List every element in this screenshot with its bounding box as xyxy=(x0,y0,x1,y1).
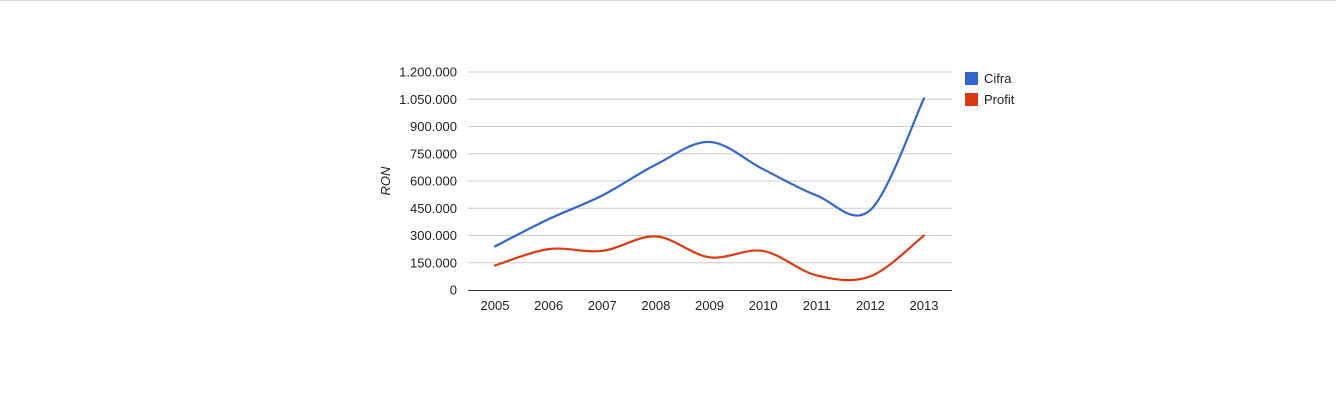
y-tick-label: 0 xyxy=(450,283,457,298)
data-point-profit[interactable] xyxy=(814,272,820,278)
data-point-cifra[interactable] xyxy=(599,193,605,199)
x-tick-label: 2006 xyxy=(534,298,563,313)
data-point-cifra[interactable] xyxy=(867,207,873,213)
legend-label-cifra[interactable]: Cifra xyxy=(984,71,1012,86)
data-point-cifra[interactable] xyxy=(921,95,927,101)
data-point-profit[interactable] xyxy=(867,273,873,279)
y-axis-ticks: 0 150.000 300.000 450.000 600.000 750.000 900.… xyxy=(399,65,457,298)
y-axis-title: RON xyxy=(378,166,393,196)
y-tick-label: 150.000 xyxy=(410,255,457,270)
data-point-cifra[interactable] xyxy=(707,139,713,145)
data-point-cifra[interactable] xyxy=(814,193,820,199)
y-tick-label: 450.000 xyxy=(410,201,457,216)
legend-swatch-profit[interactable] xyxy=(965,93,978,106)
data-point-profit[interactable] xyxy=(546,246,552,252)
y-tick-label: 1.200.000 xyxy=(399,65,457,80)
series-lines xyxy=(492,95,927,282)
data-point-cifra[interactable] xyxy=(653,162,659,168)
data-point-profit[interactable] xyxy=(492,262,498,268)
x-tick-label: 2011 xyxy=(803,298,831,313)
gridlines xyxy=(468,71,952,264)
data-point-cifra[interactable] xyxy=(546,216,552,222)
series-line-cifra xyxy=(493,97,926,248)
y-tick-label: 900.000 xyxy=(410,119,457,134)
x-tick-label: 2009 xyxy=(695,298,724,313)
data-point-profit[interactable] xyxy=(921,233,927,239)
data-point-cifra[interactable] xyxy=(492,243,498,249)
series-line-profit xyxy=(493,234,926,282)
data-point-profit[interactable] xyxy=(707,254,713,260)
x-tick-label: 2010 xyxy=(749,298,778,313)
y-tick-label: 600.000 xyxy=(410,174,457,189)
legend-label-profit[interactable]: Profit xyxy=(984,92,1015,107)
x-axis-ticks: 2005 2006 2007 2008 2009 2010 2011 2012 2013 xyxy=(481,298,939,313)
legend-swatch-cifra[interactable] xyxy=(965,72,978,85)
x-tick-label: 2012 xyxy=(856,298,885,313)
data-point-profit[interactable] xyxy=(760,248,766,254)
x-tick-label: 2013 xyxy=(910,298,939,313)
y-tick-label: 300.000 xyxy=(410,228,457,243)
x-tick-label: 2005 xyxy=(481,298,510,313)
top-divider xyxy=(0,0,1336,1)
legend[interactable]: Cifra Profit xyxy=(965,71,1015,107)
data-point-cifra[interactable] xyxy=(760,166,766,172)
x-tick-label: 2008 xyxy=(641,298,670,313)
data-point-profit[interactable] xyxy=(653,233,659,239)
data-point-profit[interactable] xyxy=(599,248,605,254)
x-tick-label: 2007 xyxy=(588,298,617,313)
y-tick-label: 1.050.000 xyxy=(399,92,457,107)
y-tick-label: 750.000 xyxy=(410,146,457,161)
